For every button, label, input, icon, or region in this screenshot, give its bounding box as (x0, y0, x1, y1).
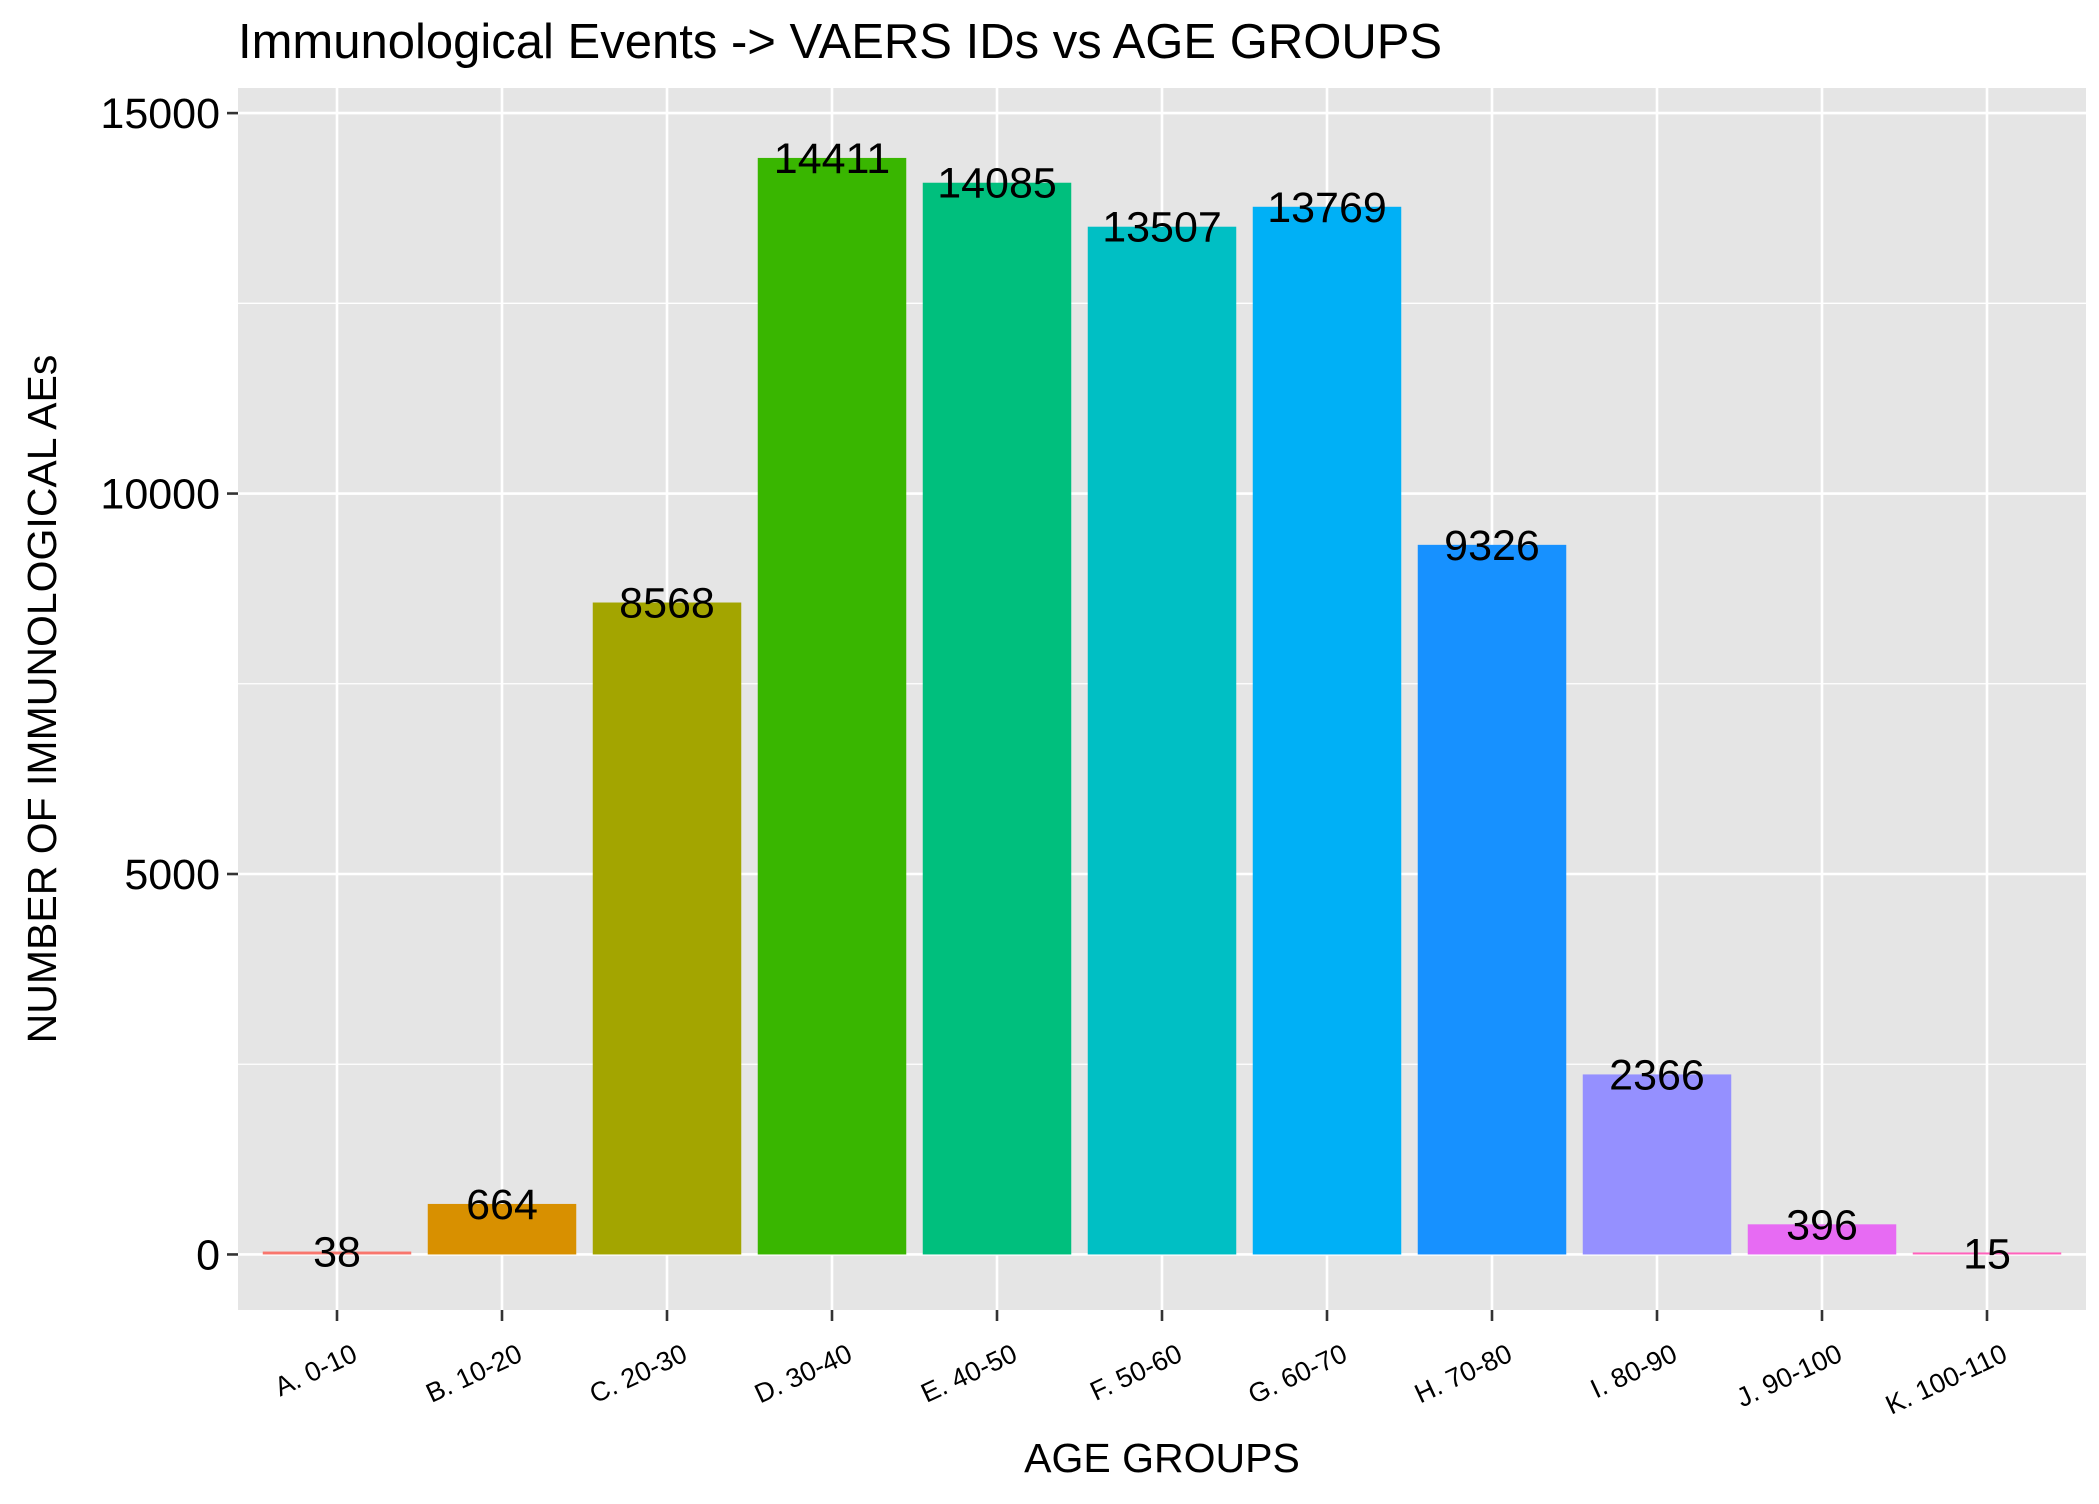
bar (1912, 1252, 2062, 1255)
x-tick-label: A. 0-10 (270, 1338, 362, 1402)
x-tick-label: F. 50-60 (1085, 1338, 1186, 1406)
x-tick-label: H. 70-80 (1410, 1338, 1517, 1409)
chart-title: Immunological Events -> VAERS IDs vs AGE… (238, 15, 1442, 69)
bar (922, 182, 1072, 1255)
data-label: 2366 (1609, 1051, 1705, 1099)
bar (757, 157, 907, 1255)
data-label: 9326 (1444, 522, 1540, 570)
x-tick-label: B. 10-20 (421, 1338, 526, 1408)
data-label: 14085 (937, 160, 1057, 208)
y-axis: 0 5000 10000 15000 (100, 90, 238, 1279)
y-tick-label: 0 (196, 1231, 220, 1279)
x-tick-label: K. 100-110 (1881, 1338, 2012, 1420)
bar (1087, 226, 1237, 1255)
x-tick-label: G. 60-70 (1244, 1338, 1352, 1410)
data-label: 664 (466, 1181, 538, 1229)
data-label: 13507 (1102, 204, 1222, 252)
y-tick-label: 15000 (100, 90, 220, 138)
data-label: 14411 (774, 135, 890, 183)
data-label: 15 (1963, 1230, 2011, 1278)
x-axis: A. 0-10 B. 10-20 C. 20-30 D. 30-40 E. 40-50 F… (270, 1310, 2012, 1420)
x-tick-label: D. 30-40 (750, 1338, 857, 1409)
bar (1417, 544, 1567, 1255)
y-tick-label: 5000 (124, 851, 220, 899)
x-tick-label: C. 20-30 (585, 1338, 692, 1409)
bar (592, 602, 742, 1255)
bar (1582, 1074, 1732, 1255)
x-tick-label: J. 90-100 (1732, 1338, 1847, 1413)
data-label: 8568 (619, 580, 715, 628)
bar (427, 1203, 577, 1255)
y-axis-title: NUMBER OF IMMUNOLOGICAL AEs (19, 355, 65, 1044)
x-tick-label: E. 40-50 (916, 1338, 1021, 1408)
data-labels-group: 38 664 8568 14411 14085 13507 13769 9326 2366 396… (313, 135, 2011, 1278)
data-label: 396 (1786, 1201, 1858, 1249)
x-tick-label: I. 80-90 (1586, 1338, 1682, 1404)
data-label: 38 (313, 1229, 361, 1277)
x-axis-title: AGE GROUPS (1024, 1435, 1300, 1481)
bar (262, 1251, 412, 1255)
bar (1252, 206, 1402, 1255)
data-label: 13769 (1267, 184, 1387, 232)
bar (1747, 1224, 1897, 1255)
y-tick-label: 10000 (100, 471, 220, 519)
bars-group (262, 157, 2062, 1255)
